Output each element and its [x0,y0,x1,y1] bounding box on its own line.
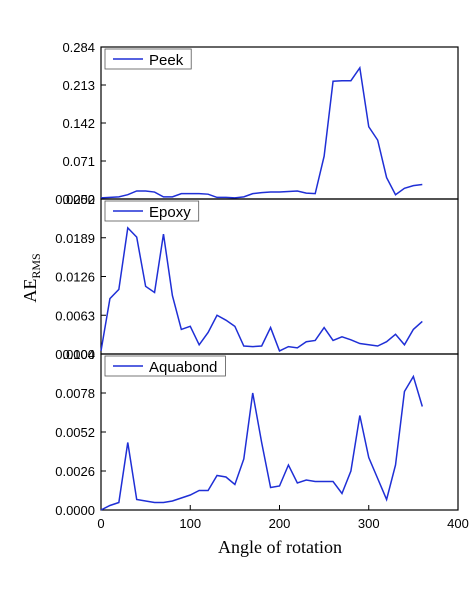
legend-box [104,355,226,377]
y-tick-label: 0.213 [62,78,95,93]
x-tick-label: 100 [179,516,201,531]
y-tick-label: 0.0078 [55,386,95,401]
data-line [100,226,423,352]
x-tick-label: 400 [447,516,469,531]
y-tick-label: 0.000 [62,192,95,207]
y-tick-label: 0.284 [62,40,95,55]
panel-frame [100,46,459,200]
y-tick-label: 0.0000 [55,503,95,518]
y-axis-label: AERMS [20,253,43,302]
y-axis-label-main: AE [20,279,40,303]
y-tick-label: 0.0026 [55,464,95,479]
legend-box [104,48,192,70]
y-tick-label: 0.0252 [55,192,95,207]
y-tick-label: 0.0104 [55,347,95,362]
y-tick-label: 0.071 [62,154,95,169]
y-tick-label: 0.0052 [55,425,95,440]
legend-label: Epoxy [149,204,191,221]
panel-frame [100,198,459,355]
legend-label: Peek [149,52,184,69]
y-tick-label: 0.0063 [55,308,95,323]
y-axis-label-sub: RMS [29,253,43,278]
x-axis-label: Angle of rotation [218,537,342,557]
legend-box [104,200,200,222]
y-tick-label: 0.000 [62,347,95,362]
x-tick-label: 300 [358,516,380,531]
y-tick-label: 0.0189 [55,231,95,246]
data-line [100,65,423,199]
data-line [100,374,424,511]
x-tick-label: 200 [269,516,291,531]
y-tick-label: 0.142 [62,116,95,131]
legend-label: Aquabond [149,359,217,376]
y-tick-label: 0.0126 [55,270,95,285]
x-tick-label: 0 [97,516,104,531]
